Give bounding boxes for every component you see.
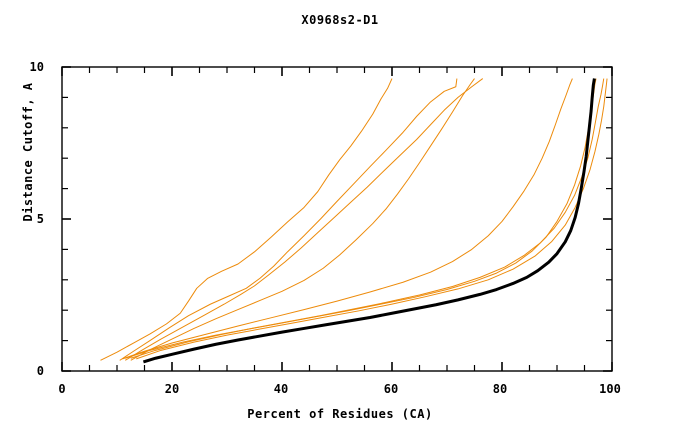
y-tick-label-10: 10 (29, 60, 44, 74)
x-tick-label-40: 40 (273, 382, 289, 396)
x-tick-label-60: 60 (383, 382, 399, 396)
data-series-group (100, 78, 608, 364)
x-tick-label-80: 80 (492, 382, 508, 396)
axes-frame (61, 66, 613, 372)
x-axis-label: Percent of Residues (CA) (247, 407, 433, 421)
x-tick-label-20: 20 (164, 382, 180, 396)
series-line-model-5 (122, 78, 573, 360)
plot-frame (61, 66, 613, 372)
series-line-reference (142, 78, 596, 364)
series-line-model-3 (124, 78, 484, 361)
series-line-model-2 (119, 78, 458, 361)
x-tick-label-0: 0 (58, 382, 66, 396)
series-line-model-1 (100, 78, 393, 361)
chart-title: X0968s2-D1 (301, 13, 379, 27)
y-tick-label-0: 0 (36, 364, 44, 378)
series-line-model-7 (130, 78, 605, 359)
series-line-model-8 (136, 78, 608, 360)
series-line-model-4 (130, 78, 475, 361)
x-tick-label-100: 100 (599, 382, 621, 396)
axis-ticks (61, 66, 613, 372)
series-line-model-6 (125, 78, 597, 359)
y-tick-label-5: 5 (36, 212, 44, 226)
